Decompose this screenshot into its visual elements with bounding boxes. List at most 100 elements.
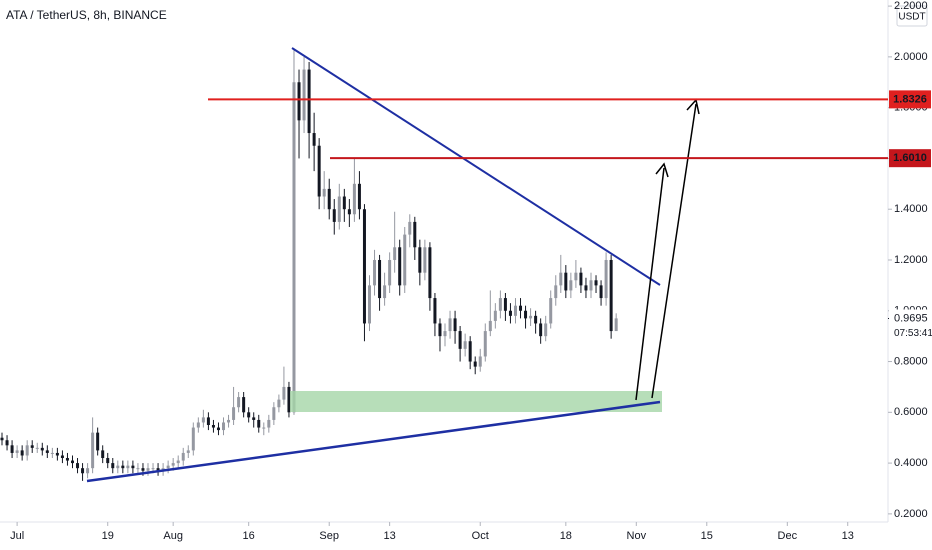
candle-body xyxy=(483,331,487,357)
y-tick-label: 0.8000 xyxy=(894,355,928,367)
candle-body xyxy=(498,298,502,311)
candle-body xyxy=(413,221,417,248)
candle-body xyxy=(332,209,336,222)
candle-body xyxy=(86,468,90,474)
currency: USDT xyxy=(898,12,925,23)
candle-body xyxy=(544,323,548,337)
candle-body xyxy=(418,247,422,273)
candle-body xyxy=(262,427,266,429)
candle-body xyxy=(347,209,351,215)
candle-body xyxy=(564,272,568,291)
candle-body xyxy=(408,221,412,235)
candle-body xyxy=(569,280,573,291)
candle-body xyxy=(70,460,74,464)
x-tick-label: Sep xyxy=(319,530,339,542)
candle-body xyxy=(579,272,583,286)
candle-body xyxy=(614,318,618,332)
candle-body xyxy=(156,468,160,471)
candle-body xyxy=(171,463,175,466)
y-tick-label: 2.2000 xyxy=(894,0,928,12)
candle-body xyxy=(176,460,180,464)
x-tick-label: Oct xyxy=(472,530,489,542)
candle-body xyxy=(10,445,14,453)
candle-body xyxy=(373,259,377,286)
y-tick-label: 0.6000 xyxy=(894,406,928,418)
candle-body xyxy=(594,280,598,286)
candle-body xyxy=(357,183,361,210)
candle-body xyxy=(60,455,64,459)
candle-body xyxy=(448,318,452,332)
x-tick-label: 19 xyxy=(102,530,114,542)
candle-body xyxy=(398,247,402,286)
y-tick-label: 2.0000 xyxy=(894,51,928,63)
candle-body xyxy=(81,468,85,474)
candle-body xyxy=(101,450,105,459)
candle-body xyxy=(121,465,125,469)
candle-body xyxy=(25,445,29,456)
candle-body xyxy=(35,447,39,449)
candle-body xyxy=(554,285,558,299)
candle-body xyxy=(91,432,95,469)
candle-body xyxy=(488,320,492,332)
candle-body xyxy=(493,310,497,321)
candle-body xyxy=(206,417,210,426)
candle-body xyxy=(45,450,49,453)
candle-body xyxy=(211,425,215,428)
candle-body xyxy=(549,298,553,324)
candle-body xyxy=(126,465,130,469)
candle-body xyxy=(181,452,185,461)
candle-body xyxy=(116,465,120,469)
candle-body xyxy=(20,450,24,456)
candle-body xyxy=(378,259,382,299)
x-tick-label: 18 xyxy=(560,530,572,542)
candle-body xyxy=(282,386,286,400)
candle-body xyxy=(438,323,442,337)
candle-body xyxy=(257,419,261,428)
candle-body xyxy=(40,447,44,451)
candle-body xyxy=(96,432,100,451)
y-tick-label: 1.4000 xyxy=(894,203,928,215)
candle-body xyxy=(609,259,613,332)
candle-body xyxy=(559,272,563,286)
candle-body xyxy=(503,298,507,311)
candle-body xyxy=(222,422,226,431)
candle-body xyxy=(473,361,477,367)
demand-zone xyxy=(290,391,662,412)
candle-body xyxy=(30,445,34,448)
y-tick-label: 1.2000 xyxy=(894,254,928,266)
candle-body xyxy=(232,407,236,420)
last-price: 0.9695 xyxy=(894,312,928,324)
candle-body xyxy=(237,397,241,408)
candle-body xyxy=(508,310,512,316)
x-tick-label: Jul xyxy=(10,530,24,542)
x-tick-label: 13 xyxy=(842,530,854,542)
arrow xyxy=(635,167,665,401)
arrow-head xyxy=(655,162,669,178)
candle-body xyxy=(166,465,170,469)
candle-body xyxy=(428,247,432,299)
candle-body xyxy=(146,468,150,471)
candle-body xyxy=(367,285,371,324)
x-tick-label: Aug xyxy=(163,530,183,542)
candle-body xyxy=(393,247,397,260)
resistance-trendline xyxy=(291,47,661,286)
x-tick-label: 15 xyxy=(701,530,713,542)
candle-body xyxy=(443,331,447,337)
x-tick-label: Dec xyxy=(778,530,798,542)
candle-body xyxy=(201,417,205,423)
level-label: 1.6010 xyxy=(893,152,927,164)
candle-body xyxy=(141,468,145,471)
y-tick-label: 0.4000 xyxy=(894,457,928,469)
candle-body xyxy=(539,323,543,337)
candle-body xyxy=(65,458,69,461)
candle-body xyxy=(5,440,9,446)
candle-body xyxy=(55,452,59,456)
candle-body xyxy=(131,465,135,469)
candle-body xyxy=(0,437,4,441)
candle-body xyxy=(216,427,220,431)
candle-body xyxy=(423,247,427,273)
candle-body xyxy=(247,412,251,418)
candle-body xyxy=(337,196,341,222)
arrow xyxy=(651,103,697,399)
